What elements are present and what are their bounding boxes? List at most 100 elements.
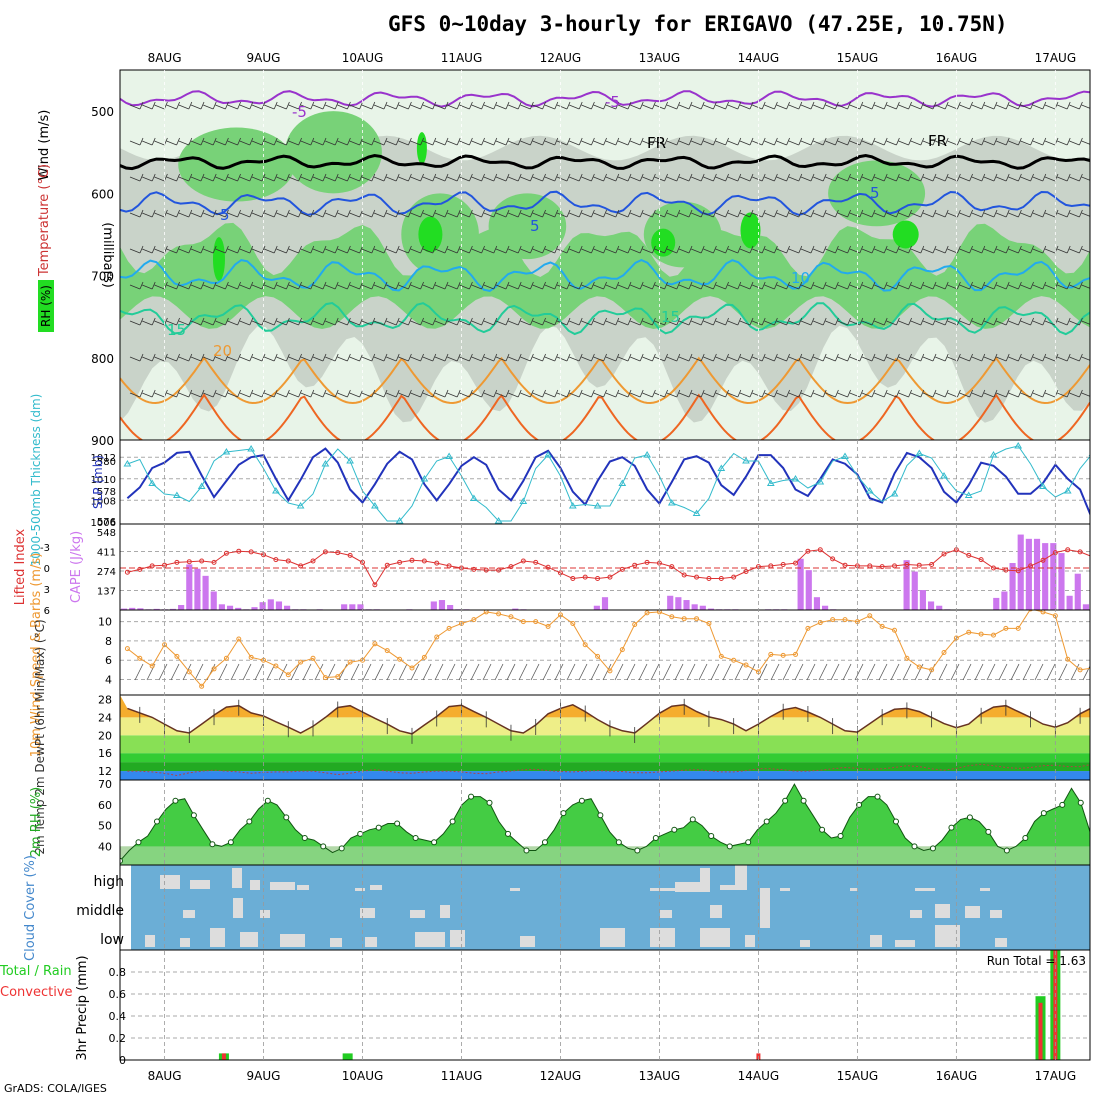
rh-area	[120, 784, 1090, 865]
rh-marker	[412, 835, 419, 842]
rh-marker	[800, 797, 807, 804]
wind-barb	[532, 320, 543, 326]
wind-barb	[505, 317, 510, 326]
wind-barb	[447, 356, 458, 362]
wind-barb	[739, 212, 751, 218]
cloud-block	[330, 938, 342, 947]
wind-barb	[764, 320, 775, 326]
wind-barb	[371, 101, 376, 110]
surface-wind-barb	[782, 663, 792, 681]
wind-barb	[1018, 137, 1022, 146]
wind-barb	[786, 353, 790, 362]
wind-barb	[249, 353, 254, 362]
surface-wind-barb	[554, 663, 564, 681]
wind-barb	[861, 392, 873, 398]
cape-bar	[919, 590, 926, 610]
wind-barb	[334, 281, 339, 290]
rh-marker	[1077, 799, 1084, 806]
wind-barb	[776, 284, 787, 290]
wind-barb	[142, 392, 153, 398]
wind-barb	[1042, 209, 1047, 218]
wind-barb	[1079, 389, 1083, 398]
wind-barb	[749, 101, 754, 110]
wind-barb	[993, 281, 998, 290]
wind-barb	[981, 209, 986, 218]
rh-marker	[671, 826, 678, 833]
wind-barb	[151, 281, 156, 290]
cloud-axis-label: Cloud Cover (%)	[23, 855, 38, 961]
wind-barb	[1094, 393, 1100, 397]
wind-barb	[691, 356, 702, 362]
wind-speed-marker	[607, 668, 613, 674]
wind-barb	[1044, 104, 1056, 110]
wind-barb	[1018, 317, 1022, 326]
surface-wind-barb	[470, 663, 480, 681]
surface-wind-barb	[518, 663, 528, 681]
wind-barb	[361, 176, 372, 182]
cloud-block	[935, 925, 960, 947]
wind-barb	[959, 392, 970, 398]
li-marker	[805, 548, 811, 554]
wind-barb	[703, 104, 714, 110]
wind-barb	[212, 353, 217, 362]
wind-barb	[239, 248, 250, 254]
wind-barb	[1092, 102, 1095, 109]
thickness-marker	[618, 479, 627, 486]
cape-bar	[226, 605, 234, 610]
wind-barb	[822, 137, 827, 146]
wind-barb	[359, 389, 363, 398]
wind-speed-marker	[595, 653, 601, 659]
wind-speed-marker	[743, 662, 749, 668]
wind-barb	[617, 140, 629, 146]
wind-barb	[776, 320, 787, 326]
rh-marker	[357, 830, 364, 837]
wind-barb	[337, 176, 348, 182]
wind-barb	[517, 281, 522, 290]
wind-barb	[276, 356, 287, 362]
wind-barb	[737, 209, 742, 218]
wind-barb	[849, 392, 860, 398]
rh-marker	[486, 799, 493, 806]
wind-barb	[273, 317, 278, 326]
wind-speed-marker	[211, 666, 217, 672]
thickness-marker	[865, 487, 874, 494]
surface-wind-barb	[674, 663, 684, 681]
wind-barb	[578, 209, 583, 218]
wind-barb	[1032, 104, 1043, 110]
rh-panel	[120, 783, 1090, 865]
wind-barb	[932, 389, 937, 398]
wind-barb	[554, 245, 559, 254]
wind-barb	[1066, 209, 1071, 218]
wind-speed-marker	[805, 625, 811, 631]
pressure-axis-label: (millibars)	[100, 222, 115, 288]
wind-barb	[505, 137, 510, 146]
wind-barb	[603, 101, 607, 110]
rh-marker	[541, 839, 548, 846]
isotherm-label: 20	[213, 342, 232, 360]
wind-barb	[1092, 246, 1095, 253]
wind-barb	[383, 389, 388, 398]
wind-barb	[959, 176, 970, 182]
wind-barb	[810, 137, 815, 146]
surface-wind-barb	[446, 663, 456, 681]
wind-barb	[639, 389, 644, 398]
temp-mask	[120, 695, 1090, 734]
wind-barb	[312, 320, 324, 326]
wind-barb	[227, 212, 238, 218]
wind-barb	[603, 137, 607, 146]
wind-barb	[203, 212, 214, 218]
precip-panel	[131, 950, 1090, 1060]
wind-barb	[737, 317, 742, 326]
wind-barb	[337, 104, 348, 110]
cape-bar	[251, 607, 258, 610]
wind-barb	[971, 140, 982, 146]
thickness-marker	[593, 502, 602, 509]
wind-barb	[1030, 281, 1034, 290]
wind-barb	[898, 140, 909, 146]
wind-barb	[959, 104, 970, 110]
wind-barb	[971, 284, 982, 290]
wind-speed-marker	[990, 632, 996, 638]
wind-barb	[176, 353, 180, 362]
thickness-marker	[544, 451, 552, 458]
wind-barb	[774, 173, 778, 182]
